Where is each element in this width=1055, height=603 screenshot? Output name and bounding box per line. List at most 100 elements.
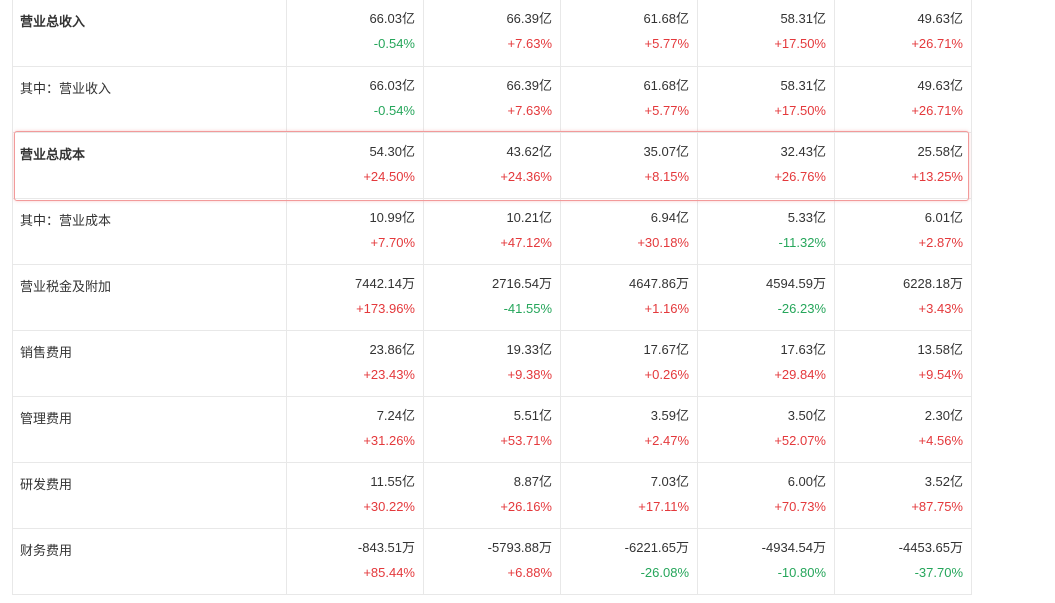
value-change: +26.71% [911,36,963,51]
value-cell: 4594.59万 -26.23% [697,264,835,331]
value-change: +31.26% [363,432,415,448]
value-change: -0.54% [373,102,415,118]
value-change: +26.16% [500,498,552,514]
row-label: 销售费用 [12,330,287,397]
value-amount: 54.30亿 [369,143,415,159]
row-label: 营业税金及附加 [12,264,287,331]
value-change: +53.71% [500,432,552,448]
value-change: +5.77% [644,36,689,51]
value-change: +7.63% [507,36,552,51]
value-change: -10.80% [777,564,826,580]
value-change: +24.50% [363,168,415,184]
value-change: -0.54% [373,36,415,51]
value-cell: 6.00亿 +70.73% [697,462,835,529]
value-cell: 7.03亿 +17.11% [560,462,698,529]
value-change: +26.71% [911,102,963,118]
value-amount: 11.55亿 [370,473,415,489]
value-amount: 8.87亿 [513,473,552,489]
row-label: 营业总收入 [12,0,287,67]
value-amount: 4594.59万 [766,275,826,291]
row-label: 管理费用 [12,396,287,463]
value-cell: 11.55亿 +30.22% [286,462,424,529]
value-change: +85.44% [363,564,415,580]
value-cell: 17.63亿 +29.84% [697,330,835,397]
value-amount: 17.67亿 [643,341,689,357]
value-change: +30.18% [637,234,689,250]
value-cell: 35.07亿 +8.15% [560,132,698,199]
value-cell: 66.03亿 -0.54% [286,0,424,67]
value-change: +47.12% [500,234,552,250]
value-change: +7.70% [370,234,415,250]
table-row: 财务费用 -843.51万 +85.44% -5793.88万 +6.88% -6221.… [12,528,972,595]
value-cell: 66.39亿 +7.63% [423,66,561,133]
value-change: +26.76% [774,168,826,184]
value-change: +70.73% [774,498,826,514]
value-change: +52.07% [774,432,826,448]
value-amount: 58.31亿 [780,11,826,26]
value-cell: 43.62亿 +24.36% [423,132,561,199]
value-amount: 35.07亿 [643,143,689,159]
value-amount: 32.43亿 [780,143,826,159]
value-amount: 5.33亿 [787,209,826,225]
value-cell: -5793.88万 +6.88% [423,528,561,595]
value-cell: 58.31亿 +17.50% [697,0,835,67]
value-cell: 4647.86万 +1.16% [560,264,698,331]
value-amount: 66.03亿 [369,77,415,93]
value-amount: -4453.65万 [898,539,963,555]
value-amount: 23.86亿 [369,341,415,357]
row-label: 财务费用 [12,528,287,595]
value-cell: 25.58亿 +13.25% [834,132,972,199]
value-change: +17.11% [638,498,689,514]
value-change: +29.84% [774,366,826,382]
value-change: +9.54% [918,366,963,382]
value-cell: 61.68亿 +5.77% [560,66,698,133]
table-row: 营业总成本 54.30亿 +24.50% 43.62亿 +24.36% 35.07亿 +8.… [12,132,972,199]
value-change: +173.96% [356,300,415,316]
value-cell: 49.63亿 +26.71% [834,0,972,67]
value-amount: -4934.54万 [761,539,826,555]
value-change: +30.22% [363,498,415,514]
value-change: +4.56% [918,432,963,448]
value-cell: 2.30亿 +4.56% [834,396,972,463]
value-change: +17.50% [774,36,826,51]
value-cell: 6.94亿 +30.18% [560,198,698,265]
value-cell: 54.30亿 +24.50% [286,132,424,199]
value-amount: 66.39亿 [506,11,552,26]
table-row: 管理费用 7.24亿 +31.26% 5.51亿 +53.71% 3.59亿 +2.47% 3… [12,396,972,463]
value-amount: 6228.18万 [903,275,963,291]
value-change: -11.32% [778,234,826,250]
value-cell: 6.01亿 +2.87% [834,198,972,265]
value-cell: 19.33亿 +9.38% [423,330,561,397]
value-change: +7.63% [507,102,552,118]
value-amount: 7.24亿 [376,407,415,423]
value-amount: 6.94亿 [650,209,689,225]
value-cell: 61.68亿 +5.77% [560,0,698,67]
value-change: +24.36% [500,168,552,184]
value-amount: 49.63亿 [917,11,963,26]
value-cell: 7442.14万 +173.96% [286,264,424,331]
value-change: +0.26% [644,366,689,382]
value-change: +2.87% [918,234,963,250]
value-cell: -843.51万 +85.44% [286,528,424,595]
value-change: +6.88% [507,564,552,580]
value-change: +87.75% [911,498,963,514]
value-cell: 2716.54万 -41.55% [423,264,561,331]
value-cell: 3.50亿 +52.07% [697,396,835,463]
value-cell: 32.43亿 +26.76% [697,132,835,199]
value-amount: 5.51亿 [513,407,552,423]
value-cell: -4934.54万 -10.80% [697,528,835,595]
value-amount: 43.62亿 [506,143,552,159]
value-cell: 58.31亿 +17.50% [697,66,835,133]
value-cell: 7.24亿 +31.26% [286,396,424,463]
value-change: +9.38% [507,366,552,382]
value-cell: 8.87亿 +26.16% [423,462,561,529]
value-amount: 17.63亿 [780,341,826,357]
table-row: 研发费用 11.55亿 +30.22% 8.87亿 +26.16% 7.03亿 +17.11… [12,462,972,529]
value-amount: 2716.54万 [492,275,552,291]
value-amount: 3.59亿 [650,407,689,423]
financial-table-body: 营业总收入 66.03亿 -0.54% 66.39亿 +7.63% 61.68亿 +5.77… [12,0,972,595]
value-amount: -5793.88万 [487,539,552,555]
value-change: -26.23% [777,300,826,316]
value-cell: 49.63亿 +26.71% [834,66,972,133]
value-amount: 3.52亿 [924,473,963,489]
